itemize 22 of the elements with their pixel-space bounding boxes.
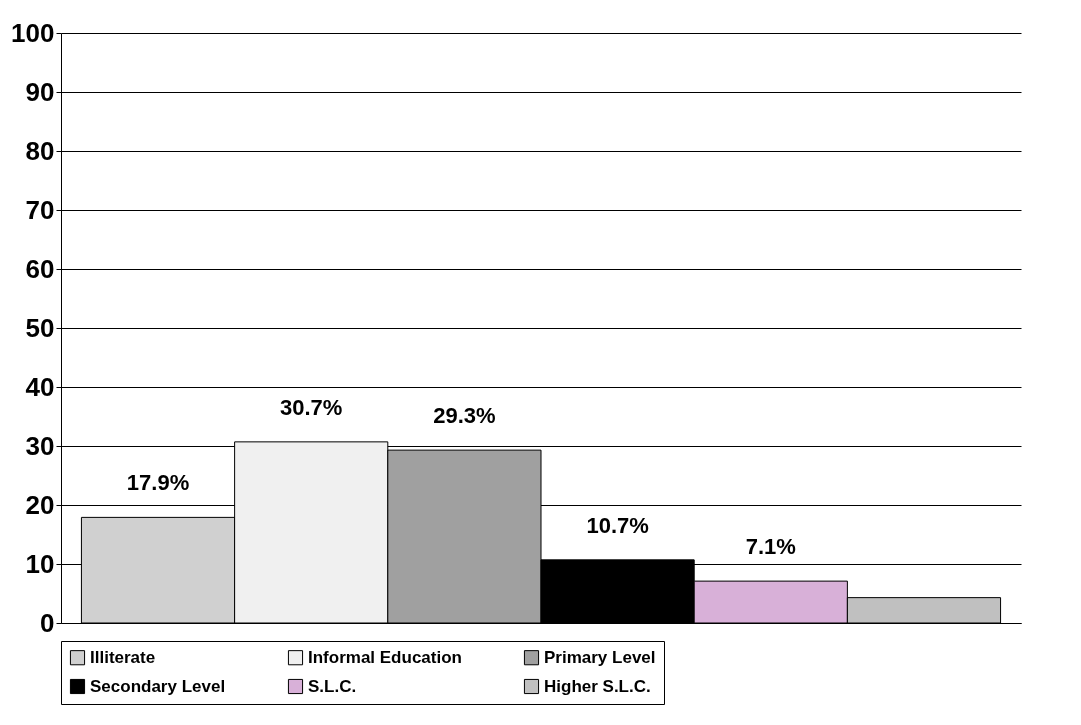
- data-label: 29.3%: [433, 403, 496, 429]
- legend-label: Illiterate: [90, 647, 156, 667]
- data-label: 10.7%: [586, 512, 649, 538]
- data-label: 30.7%: [280, 394, 343, 420]
- y-tick-label: 40: [25, 371, 55, 402]
- data-label: 7.1%: [745, 534, 796, 560]
- y-tick-label: 100: [11, 17, 55, 48]
- legend-label: Secondary Level: [90, 676, 226, 696]
- y-tick-label: 70: [25, 194, 55, 225]
- y-tick-label: 10: [25, 548, 55, 579]
- y-tick-label: 0: [40, 607, 55, 638]
- y-tick-label: 20: [25, 489, 55, 520]
- legend-label: Primary Level: [544, 647, 656, 667]
- y-tick-label: 30: [25, 430, 55, 461]
- y-tick-label: 60: [25, 253, 55, 284]
- y-tick-label: 50: [25, 312, 55, 343]
- data-label: 17.9%: [126, 470, 190, 496]
- legend-label: Higher S.L.C.: [544, 676, 651, 696]
- legend-label: Informal Education: [308, 647, 462, 667]
- y-tick-label: 80: [25, 135, 55, 166]
- legend-label: S.L.C.: [308, 676, 357, 696]
- y-tick-label: 90: [25, 76, 55, 107]
